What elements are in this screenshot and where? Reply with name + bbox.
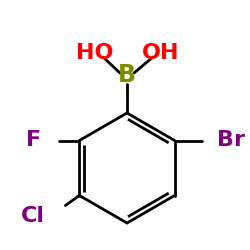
Text: Br: Br <box>217 130 245 150</box>
Text: OH: OH <box>142 43 180 63</box>
Text: F: F <box>26 130 41 150</box>
Text: B: B <box>118 63 136 87</box>
Text: Cl: Cl <box>21 206 45 226</box>
Text: HO: HO <box>76 43 114 63</box>
